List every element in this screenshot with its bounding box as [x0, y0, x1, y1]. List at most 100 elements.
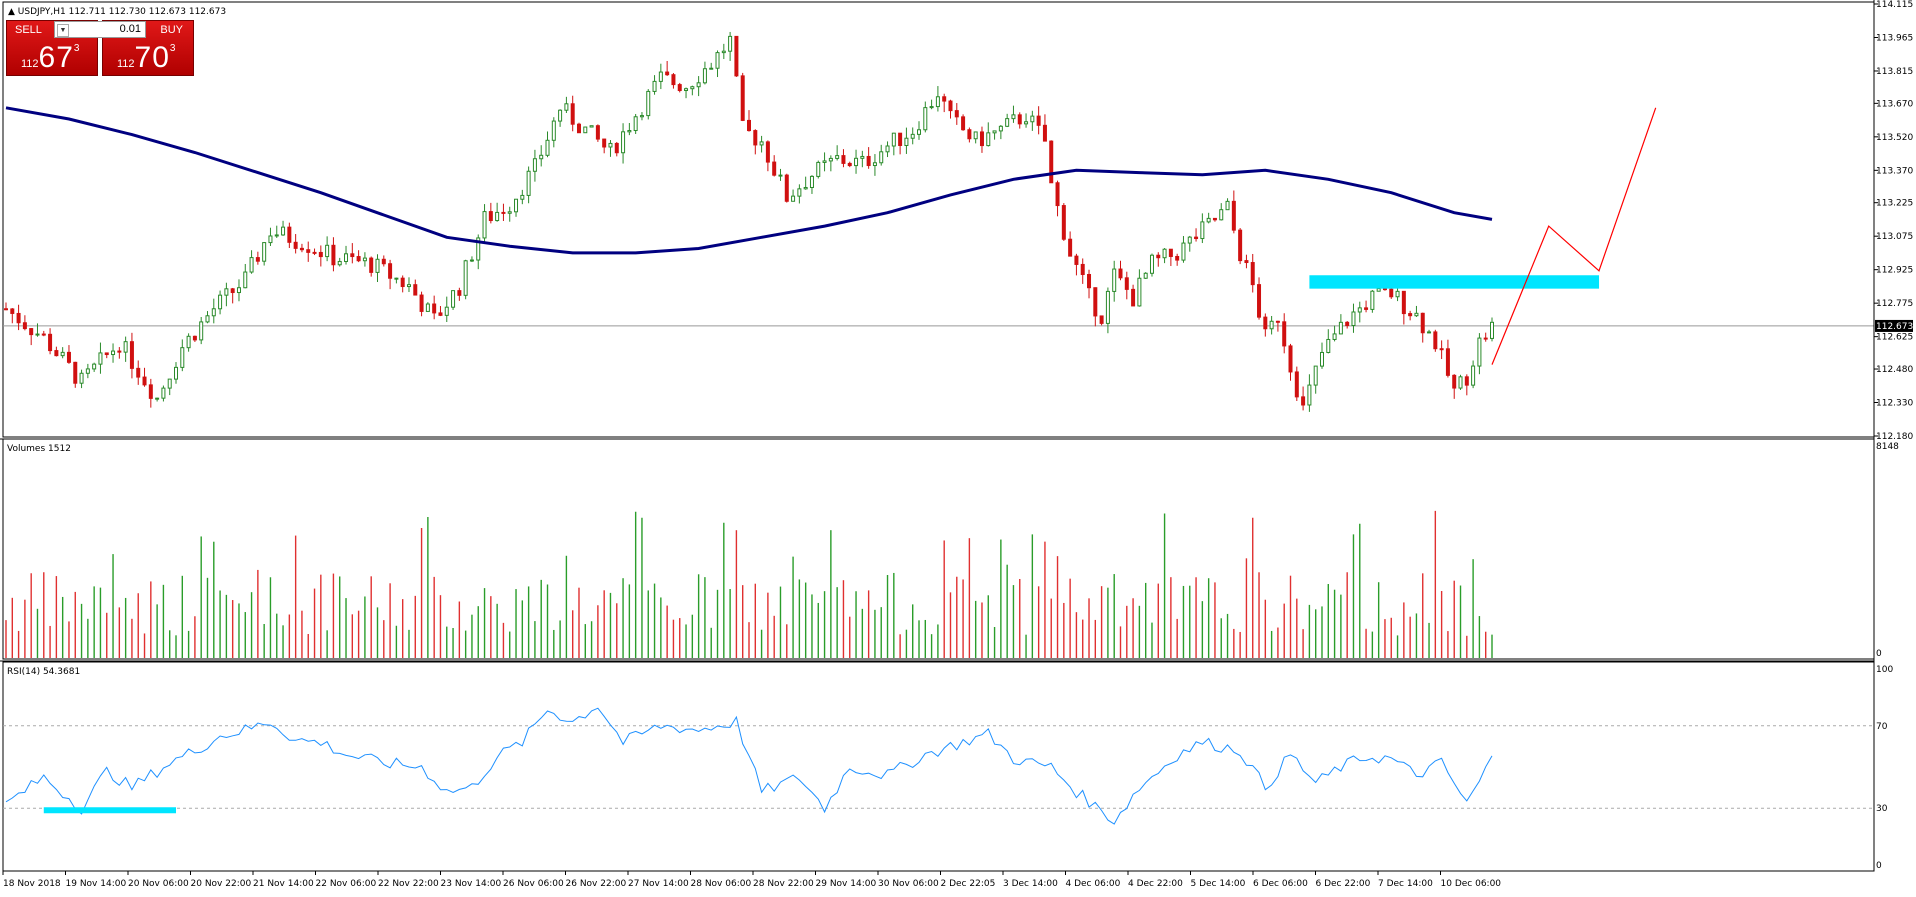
candle-body[interactable]	[904, 137, 909, 147]
candle-body[interactable]	[690, 86, 695, 90]
candle-body[interactable]	[1376, 288, 1381, 292]
candle-body[interactable]	[1162, 248, 1167, 259]
candle-body[interactable]	[841, 155, 846, 164]
candle-body[interactable]	[1219, 209, 1224, 221]
candle-body[interactable]	[1257, 284, 1262, 318]
candle-body[interactable]	[92, 363, 97, 370]
candle-body[interactable]	[961, 116, 966, 131]
candle-body[interactable]	[287, 226, 292, 243]
candle-body[interactable]	[1307, 384, 1312, 406]
candle-body[interactable]	[1395, 290, 1400, 298]
candle-body[interactable]	[148, 384, 153, 399]
candle-body[interactable]	[791, 195, 796, 202]
candle-body[interactable]	[658, 71, 663, 82]
candle-body[interactable]	[369, 257, 374, 273]
candle-body[interactable]	[822, 160, 827, 163]
candle-body[interactable]	[1490, 321, 1494, 339]
candle-body[interactable]	[79, 372, 84, 384]
candle-body[interactable]	[551, 120, 556, 141]
candle-body[interactable]	[778, 174, 783, 177]
candle-body[interactable]	[406, 284, 411, 288]
candle-body[interactable]	[633, 116, 638, 132]
candle-body[interactable]	[532, 158, 537, 172]
candle-body[interactable]	[312, 251, 317, 254]
candle-body[interactable]	[1118, 268, 1123, 279]
candle-body[interactable]	[1408, 313, 1413, 317]
candle-body[interactable]	[1238, 229, 1243, 262]
candle-body[interactable]	[1074, 255, 1079, 265]
candle-body[interactable]	[337, 260, 342, 266]
candle-body[interactable]	[451, 290, 456, 308]
candle-body[interactable]	[986, 132, 991, 147]
candle-body[interactable]	[1225, 200, 1230, 211]
candle-body[interactable]	[816, 161, 821, 177]
candle-body[interactable]	[1005, 118, 1010, 127]
candle-body[interactable]	[1282, 321, 1287, 347]
candle-body[interactable]	[1357, 307, 1362, 313]
candle-body[interactable]	[1427, 331, 1432, 334]
candle-body[interactable]	[1269, 320, 1274, 330]
candle-body[interactable]	[230, 288, 235, 294]
candle-body[interactable]	[262, 242, 267, 262]
candle-body[interactable]	[1464, 376, 1469, 386]
candle-body[interactable]	[22, 322, 27, 330]
candle-body[interactable]	[1030, 115, 1035, 123]
candle-body[interactable]	[872, 162, 877, 167]
candle-body[interactable]	[696, 82, 701, 88]
candle-body[interactable]	[702, 68, 707, 84]
candle-body[interactable]	[111, 350, 116, 356]
candle-body[interactable]	[992, 130, 997, 134]
candle-body[interactable]	[545, 139, 550, 156]
candle-body[interactable]	[274, 234, 279, 237]
candle-body[interactable]	[539, 154, 544, 160]
candle-body[interactable]	[1194, 236, 1199, 240]
candle-body[interactable]	[318, 251, 323, 258]
candle-body[interactable]	[589, 125, 594, 128]
candle-body[interactable]	[476, 237, 481, 261]
candle-body[interactable]	[218, 294, 223, 310]
candle-body[interactable]	[709, 67, 714, 70]
candle-body[interactable]	[1175, 255, 1180, 261]
candle-body[interactable]	[671, 74, 676, 86]
resistance-zone-rect[interactable]	[1309, 275, 1600, 289]
candle-body[interactable]	[438, 312, 443, 316]
candle-body[interactable]	[1187, 236, 1192, 244]
candle-body[interactable]	[967, 129, 972, 140]
candle-body[interactable]	[41, 333, 46, 336]
candle-body[interactable]	[847, 162, 852, 167]
candle-body[interactable]	[885, 145, 890, 153]
candle-body[interactable]	[583, 126, 588, 134]
candle-body[interactable]	[1124, 277, 1129, 290]
candle-body[interactable]	[60, 351, 65, 357]
candle-body[interactable]	[10, 308, 15, 314]
candle-body[interactable]	[734, 35, 739, 77]
candle-body[interactable]	[1433, 331, 1438, 350]
candle-body[interactable]	[828, 157, 833, 162]
candle-body[interactable]	[1452, 374, 1457, 389]
candle-body[interactable]	[463, 260, 468, 296]
candle-body[interactable]	[35, 333, 40, 336]
candle-body[interactable]	[482, 211, 487, 239]
candle-body[interactable]	[199, 321, 204, 341]
candle-body[interactable]	[1137, 277, 1142, 307]
candle-body[interactable]	[1439, 348, 1444, 351]
candle-body[interactable]	[929, 106, 934, 109]
candle-body[interactable]	[167, 378, 172, 389]
candle-body[interactable]	[388, 263, 393, 279]
candle-body[interactable]	[48, 333, 53, 352]
candle-body[interactable]	[809, 175, 814, 188]
candle-body[interactable]	[923, 107, 928, 131]
candle-body[interactable]	[1055, 182, 1060, 207]
candle-body[interactable]	[1420, 312, 1425, 334]
candle-body[interactable]	[186, 335, 191, 349]
candle-body[interactable]	[1351, 311, 1356, 327]
candle-body[interactable]	[1275, 320, 1280, 323]
candle-body[interactable]	[350, 253, 355, 258]
candle-body[interactable]	[425, 303, 430, 312]
candle-body[interactable]	[205, 315, 210, 323]
candle-body[interactable]	[1483, 337, 1488, 340]
candle-body[interactable]	[1244, 260, 1249, 264]
price-candles[interactable]	[4, 31, 1494, 412]
candle-body[interactable]	[331, 244, 336, 266]
candle-body[interactable]	[1263, 316, 1268, 330]
